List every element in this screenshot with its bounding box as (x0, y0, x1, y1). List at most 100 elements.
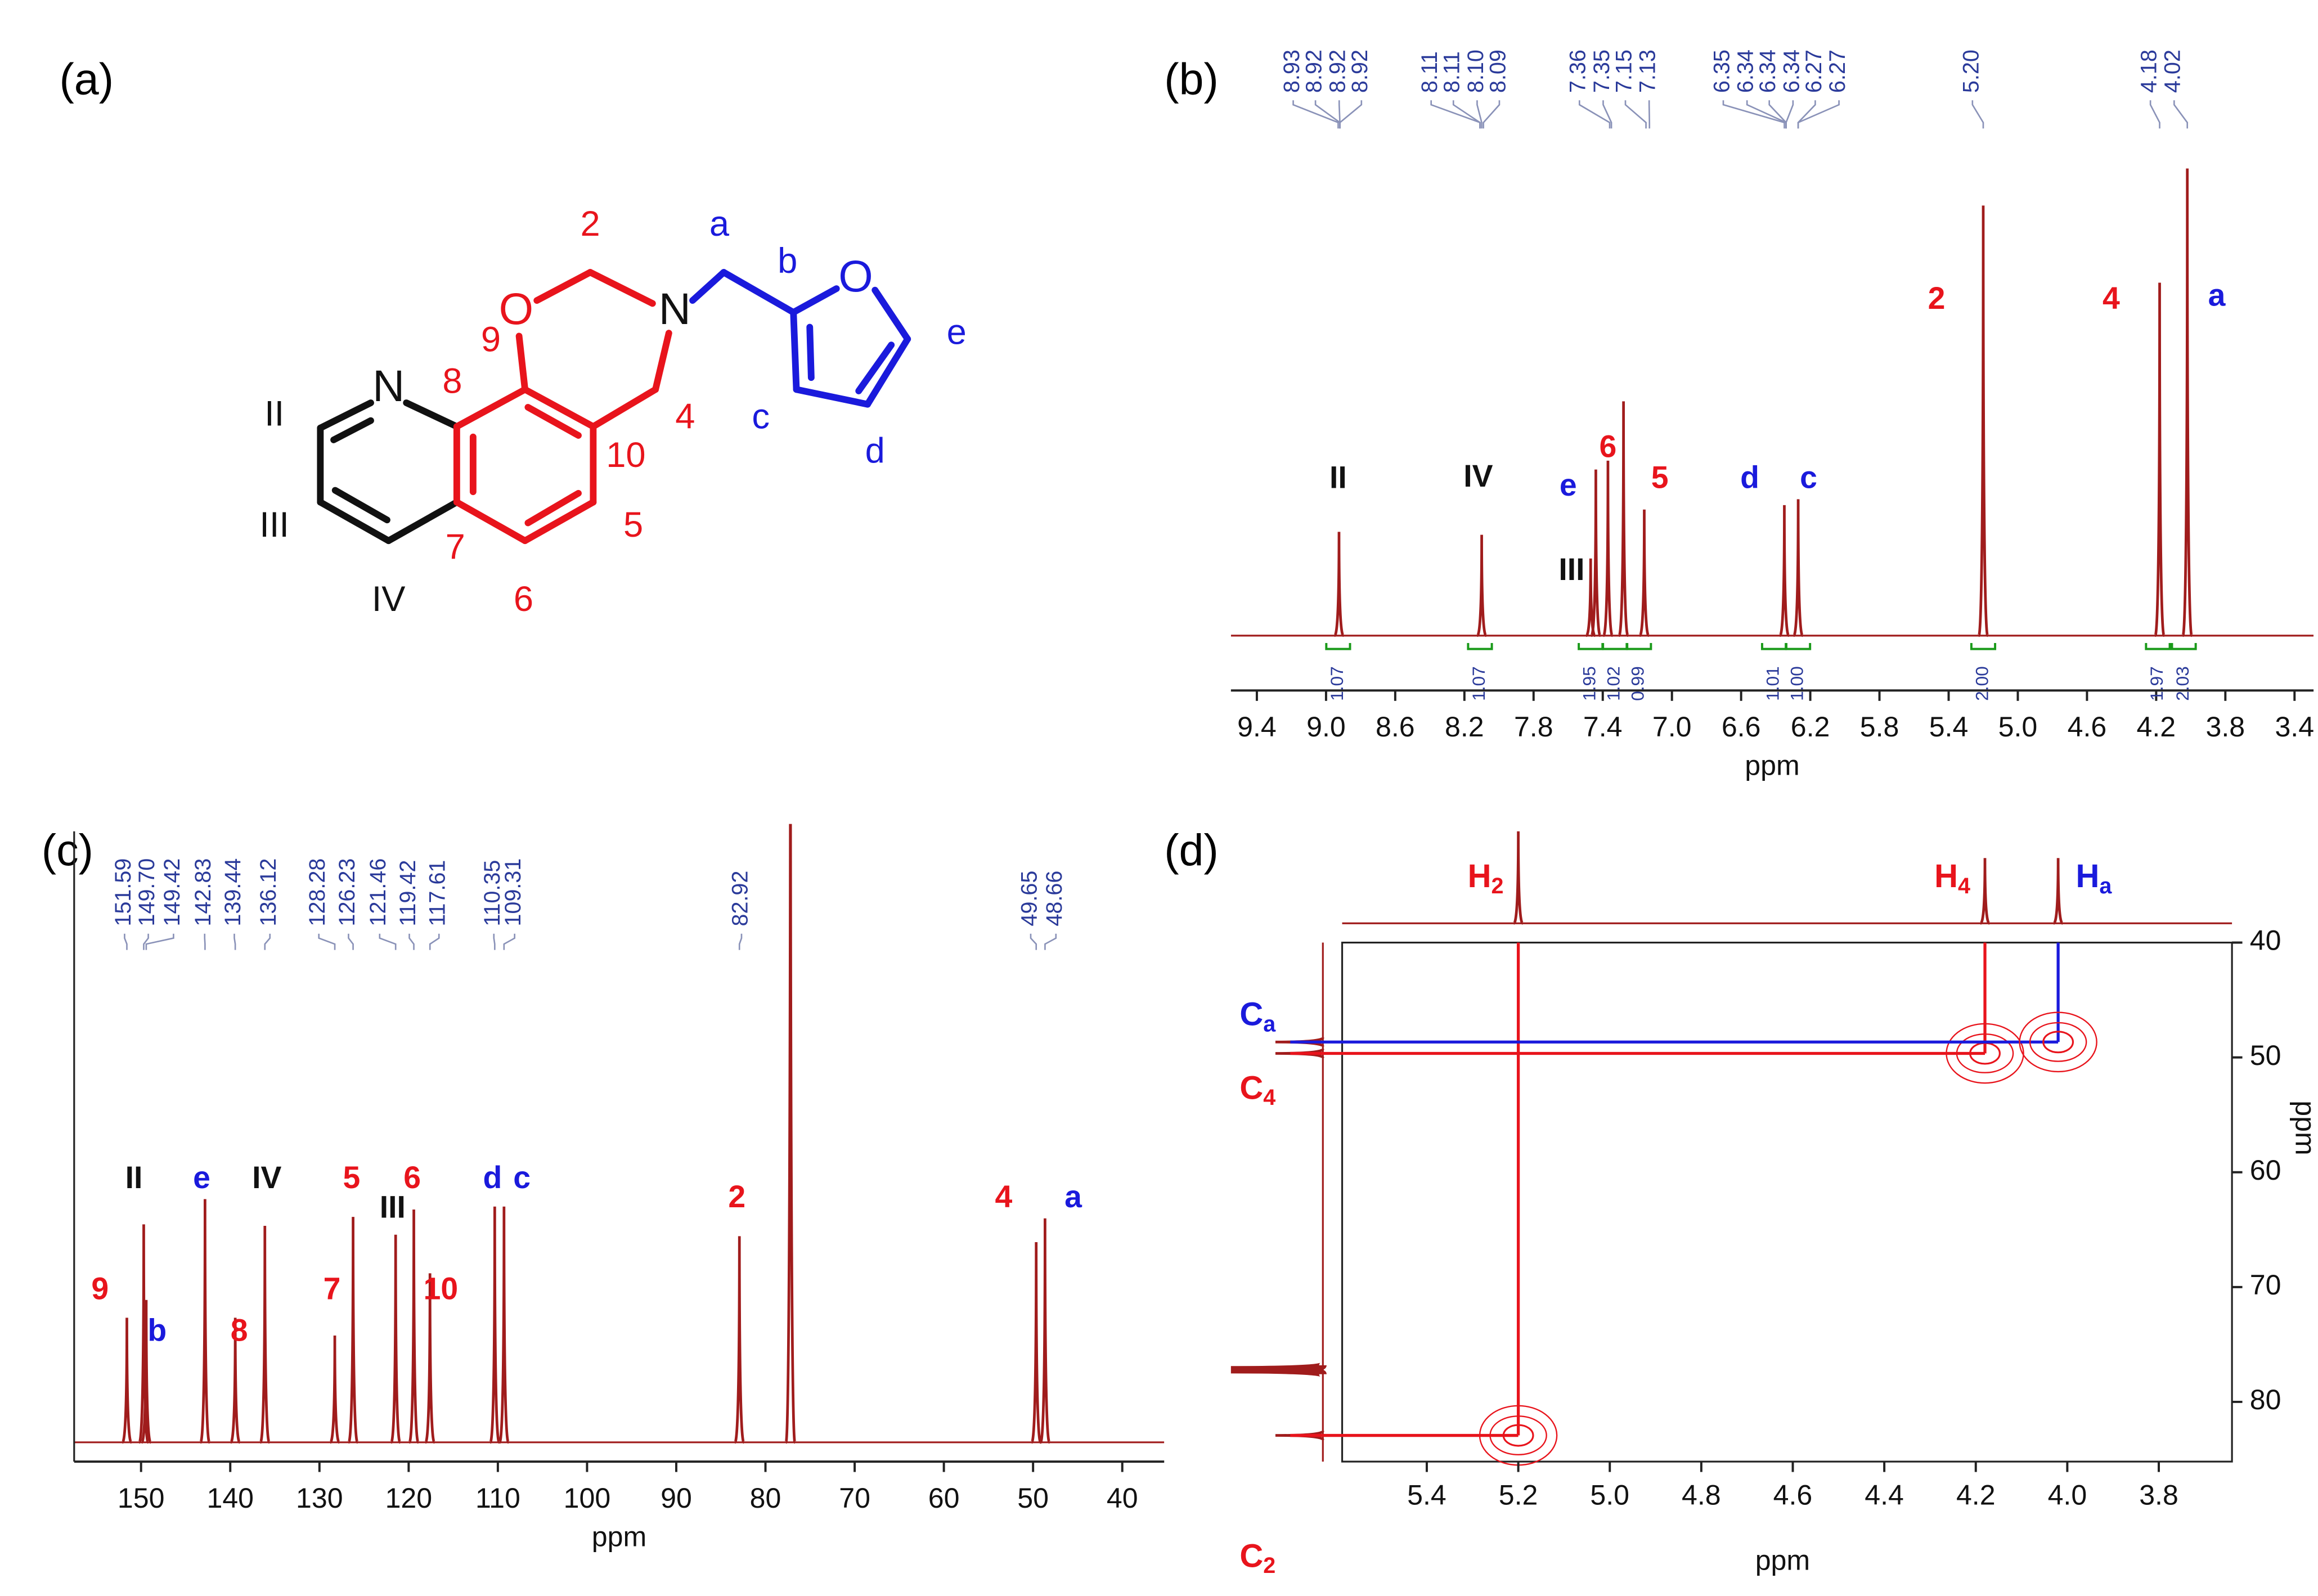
shift-label: 4.02 (2160, 50, 2185, 93)
x-tick-label: 5.8 (1860, 711, 1899, 743)
x-tick-label: 7.0 (1652, 711, 1692, 743)
peak (121, 1318, 133, 1444)
peak-assignment: e (193, 1160, 210, 1195)
peak (408, 1209, 420, 1444)
peak (1792, 499, 1804, 637)
peak-assignment: b (147, 1312, 167, 1347)
x-tick-label: 8.2 (1445, 711, 1484, 743)
peak (1618, 401, 1629, 637)
proton-label: Ha (2076, 858, 2112, 898)
atom-label: 5 (623, 505, 643, 545)
atom-label: III (259, 505, 289, 545)
shift-label: 8.09 (1485, 50, 1510, 93)
shift-label-leader (264, 933, 271, 950)
integral-label: 1.00 (1786, 666, 1807, 701)
shift-label: 6.34 (1755, 50, 1780, 93)
x-tick-label: 4.8 (1682, 1480, 1721, 1511)
peak-assignment: c (513, 1160, 531, 1195)
shift-label: 7.36 (1566, 50, 1591, 93)
f1-projection-peak (1275, 1037, 1324, 1047)
shift-label: 151.59 (111, 858, 136, 927)
x-tick-label: 3.8 (2206, 711, 2245, 743)
peak (389, 1234, 402, 1444)
x-tick-label: 7.4 (1583, 711, 1623, 743)
f2-projection-peak (2052, 858, 2064, 925)
shift-label-leader (318, 933, 336, 950)
shift-label-leader (1785, 100, 1794, 129)
integral-label: 1.95 (1579, 666, 1600, 701)
integral-label: 2.03 (2172, 666, 2193, 701)
shift-label-leader (1476, 100, 1483, 129)
peak (329, 1336, 341, 1444)
shift-label-leader (145, 933, 174, 950)
shift-label: 126.23 (335, 858, 360, 927)
integral-bracket (1760, 643, 1787, 650)
contour (1956, 1033, 2014, 1073)
atom-label: 7 (446, 528, 465, 567)
shift-label: 8.92 (1347, 50, 1372, 93)
shift-label-leader (1971, 100, 1984, 129)
x-tick-label: 5.0 (1590, 1480, 1629, 1511)
shift-label-leader (1578, 100, 1611, 129)
shift-label-leader (1797, 100, 1840, 129)
shift-label: 121.46 (366, 858, 390, 927)
atom-label: e (947, 312, 967, 352)
integral-label: 0.99 (1628, 666, 1648, 701)
peak (1977, 205, 1989, 637)
shift-label-leader (1483, 100, 1501, 129)
x-axis-label: ppm (1745, 750, 1799, 781)
integral-bracket (2145, 643, 2171, 650)
shift-label-leader (1648, 100, 1651, 129)
shift-label: 110.35 (480, 860, 505, 927)
oxazine-bonds (453, 269, 672, 545)
shift-label-leader (143, 933, 149, 950)
shift-label-leader (1044, 933, 1057, 950)
panel-label: (a) (59, 54, 114, 104)
x-tick-label: 5.4 (1407, 1480, 1446, 1511)
f1-projection-peak (1230, 1361, 1327, 1378)
peak-assignment: 6 (1600, 429, 1617, 464)
shift-label: 119.42 (396, 860, 420, 927)
x-tick-label: 40 (1107, 1482, 1138, 1514)
atom-label: b (778, 241, 797, 281)
x-tick-label: 5.2 (1499, 1480, 1538, 1511)
plot (1230, 168, 2314, 637)
peak (733, 1236, 745, 1444)
carbon-label: C2 (1239, 1539, 1275, 1579)
peak-assignment: III (1558, 552, 1584, 587)
shift-label-leader (503, 933, 515, 950)
peak (2154, 282, 2166, 637)
x-tick-label: 90 (661, 1482, 692, 1514)
shift-label-leader (1722, 100, 1785, 129)
peak-assignment: d (1740, 460, 1759, 495)
atom-label: d (865, 431, 885, 470)
contour (2029, 1022, 2087, 1062)
y-axis-label: ppm (2289, 1100, 2318, 1155)
integral-bracket (1970, 643, 1997, 650)
peak-assignment: II (125, 1160, 143, 1195)
peak-assignment: 2 (728, 1179, 745, 1214)
integral-label: 1.97 (2146, 666, 2167, 701)
plot (74, 824, 1165, 1444)
shift-label: 82.92 (727, 871, 752, 927)
shift-label: 149.42 (160, 858, 185, 927)
atom-label: 9 (481, 320, 501, 359)
integral-bracket (2171, 643, 2197, 650)
shift-label: 8.11 (1417, 51, 1442, 93)
x-tick-label: 50 (1017, 1482, 1049, 1514)
peak-assignment: a (2208, 277, 2226, 312)
f2-projection-peak (1979, 858, 1991, 925)
peak (2181, 168, 2193, 637)
contour (1946, 1023, 2024, 1084)
x-tick-label: 4.6 (1773, 1480, 1813, 1511)
shift-label: 128.28 (305, 858, 330, 927)
peak (1778, 505, 1790, 637)
shift-label-leader (1452, 100, 1481, 129)
integral-bracket (1626, 643, 1652, 650)
peak (140, 1300, 152, 1444)
atom-label: c (752, 397, 770, 437)
x-tick-label: 9.0 (1306, 711, 1346, 743)
integral-label: 1.01 (1762, 666, 1782, 701)
shift-label-leader (429, 933, 440, 950)
